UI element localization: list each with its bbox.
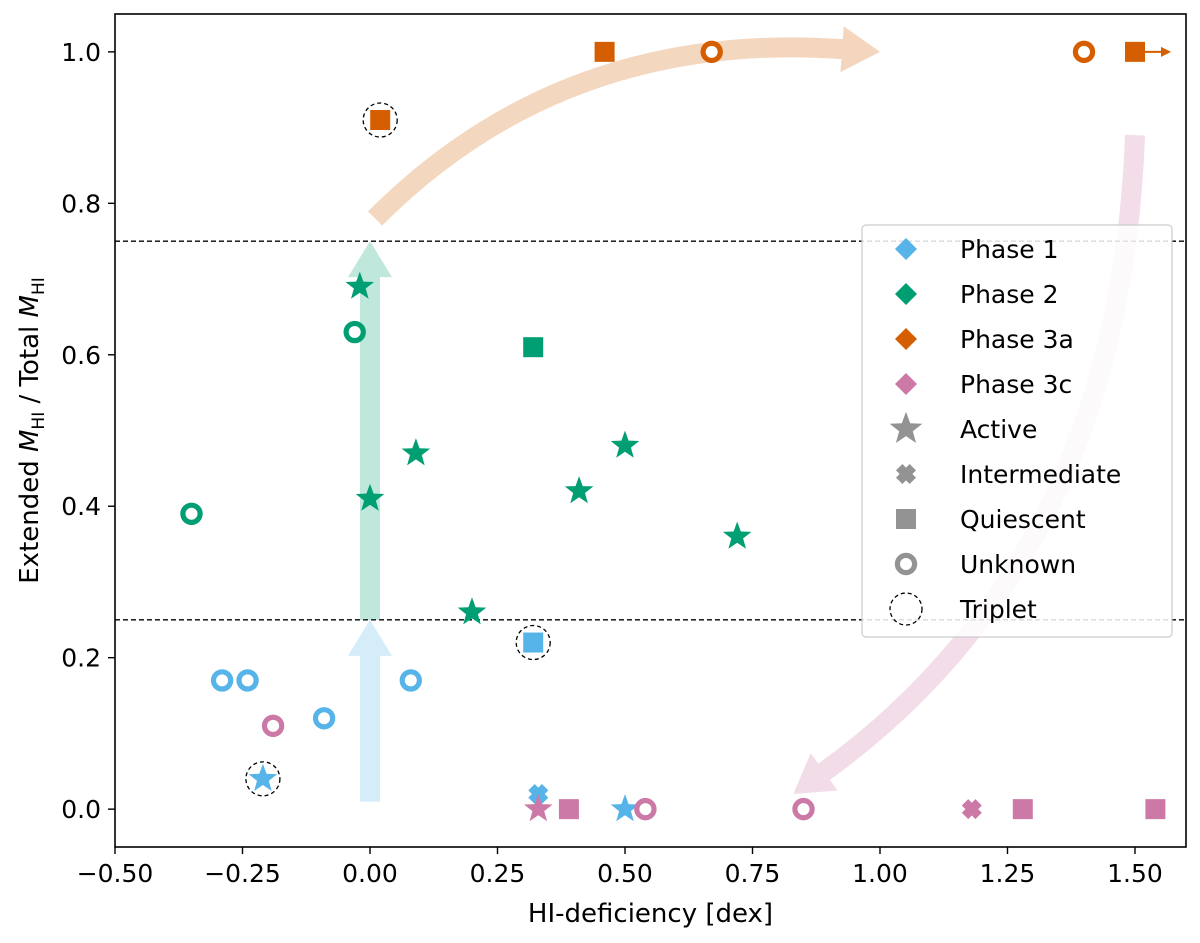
- y-axis-label-sub1: HI: [29, 412, 49, 430]
- phase3a-quiescent-point: [370, 110, 391, 131]
- phase3c-unknown-point: [792, 797, 815, 821]
- legend-label: Phase 1: [960, 235, 1059, 264]
- legend-unknown-swatch: [894, 552, 918, 576]
- legend-active-swatch: [889, 411, 923, 443]
- phase2-active-point: [722, 521, 752, 549]
- phase1-unknown-point: [236, 669, 259, 692]
- y-tick-label: 0.2: [61, 644, 101, 673]
- y-axis-label-m1: M: [15, 430, 45, 452]
- phase2-active-point: [610, 430, 640, 458]
- legend-label: Intermediate: [960, 460, 1121, 489]
- x-tick-label: 0.75: [725, 859, 781, 888]
- y-tick-label: 0.4: [61, 492, 101, 521]
- legend-label: Phase 3a: [960, 325, 1074, 354]
- phase3a-unknown-point: [1072, 40, 1096, 64]
- legend-triplet-swatch: [889, 592, 923, 626]
- x-tick-label: 0.50: [597, 859, 653, 888]
- legend: Phase 1 Phase 2 Phase 3a Phase 3c Active Inte…: [861, 224, 1173, 638]
- phase3c-unknown-point: [261, 714, 285, 738]
- phase3c-quiescent-point: [558, 799, 579, 820]
- phase2-unknown-point: [343, 320, 366, 344]
- phase3c-quiescent-point: [1012, 799, 1033, 820]
- phase1-unknown-point: [399, 669, 422, 692]
- phase3a-quiescent-point: [1125, 41, 1145, 62]
- y-axis-label-prefix: Extended: [15, 452, 45, 584]
- phase3a-quiescent-point: [594, 41, 615, 62]
- phase3a-arrow: [368, 26, 880, 226]
- y-tick-label: 0.6: [61, 341, 101, 370]
- phase3c-unknown-point: [634, 797, 657, 821]
- legend-phase1-swatch: [895, 238, 917, 260]
- legend-quiescent-swatch: [896, 509, 916, 529]
- phase3c-intermediate-point: [961, 799, 982, 820]
- y-tick-label: 0.0: [61, 795, 101, 824]
- x-tick-label: 1.50: [1107, 859, 1163, 888]
- phase2-active-point: [401, 438, 431, 466]
- phase1-active-point: [610, 794, 640, 822]
- legend-label: Unknown: [960, 550, 1076, 579]
- phase1-arrow: [348, 619, 392, 802]
- legend-label: Triplet: [959, 595, 1037, 624]
- triplet-ring: [245, 761, 281, 797]
- x-tick-label: 0.25: [470, 859, 526, 888]
- x-tick-label: 0.00: [342, 859, 398, 888]
- legend-box: [861, 224, 1173, 638]
- legend-label: Phase 3c: [960, 370, 1072, 399]
- phase2-active-point: [355, 483, 385, 511]
- legend-phase3a-swatch: [895, 328, 917, 350]
- y-axis-label-middle: / Total: [15, 317, 45, 411]
- triplet-ring: [362, 102, 398, 138]
- plot-frame: [114, 13, 1187, 848]
- x-tick-label: −0.50: [77, 859, 154, 888]
- data-points: [180, 40, 1171, 822]
- y-tick-label: 0.8: [61, 189, 101, 218]
- phase2-unknown-point: [180, 502, 203, 525]
- lower-limit-arrow-head: [1161, 46, 1171, 57]
- legend-intermediate-swatch: [896, 464, 916, 484]
- phase1-unknown-point: [312, 707, 336, 730]
- phase1-unknown-point: [210, 669, 234, 692]
- legend-label: Phase 2: [960, 280, 1059, 309]
- x-tick-label: 1.25: [980, 859, 1036, 888]
- legend-label: Quiescent: [960, 505, 1086, 534]
- x-tick-label: 1.00: [852, 859, 908, 888]
- x-tick-label: −0.25: [204, 859, 281, 888]
- phase3a-unknown-point: [700, 40, 723, 64]
- x-axis-label: HI-deficiency [dex]: [528, 899, 773, 929]
- phase1-quiescent-point: [523, 632, 544, 653]
- phase2-quiescent-point: [523, 337, 544, 358]
- legend-label: Active: [960, 415, 1037, 444]
- legend-phase2-swatch: [895, 283, 917, 305]
- triplet-ring: [515, 624, 551, 661]
- y-axis-label-sub2: HI: [29, 277, 49, 295]
- phase1-intermediate-point: [528, 783, 549, 804]
- phase1-active-point: [248, 763, 278, 791]
- y-axis-label: Extended MHI / Total MHI: [15, 277, 49, 584]
- phase2-active-point: [457, 597, 487, 625]
- y-tick-label: 1.0: [61, 38, 101, 67]
- legend-phase3c-swatch: [895, 373, 917, 395]
- phase2-active-point: [564, 476, 594, 504]
- x-axis-ticks: −0.50 −0.25 0.00 0.25 0.50 0.75 1.00 1.25 1.50: [77, 847, 1163, 888]
- phase3c-quiescent-point: [1145, 799, 1166, 820]
- y-axis-label-m2: M: [15, 295, 45, 317]
- phase3c-active-point: [524, 794, 553, 822]
- phase2-active-point: [345, 271, 375, 299]
- phase2-arrow: [348, 241, 392, 620]
- y-axis-ticks: 0.0 0.2 0.4 0.6 0.8 1.0: [61, 38, 115, 824]
